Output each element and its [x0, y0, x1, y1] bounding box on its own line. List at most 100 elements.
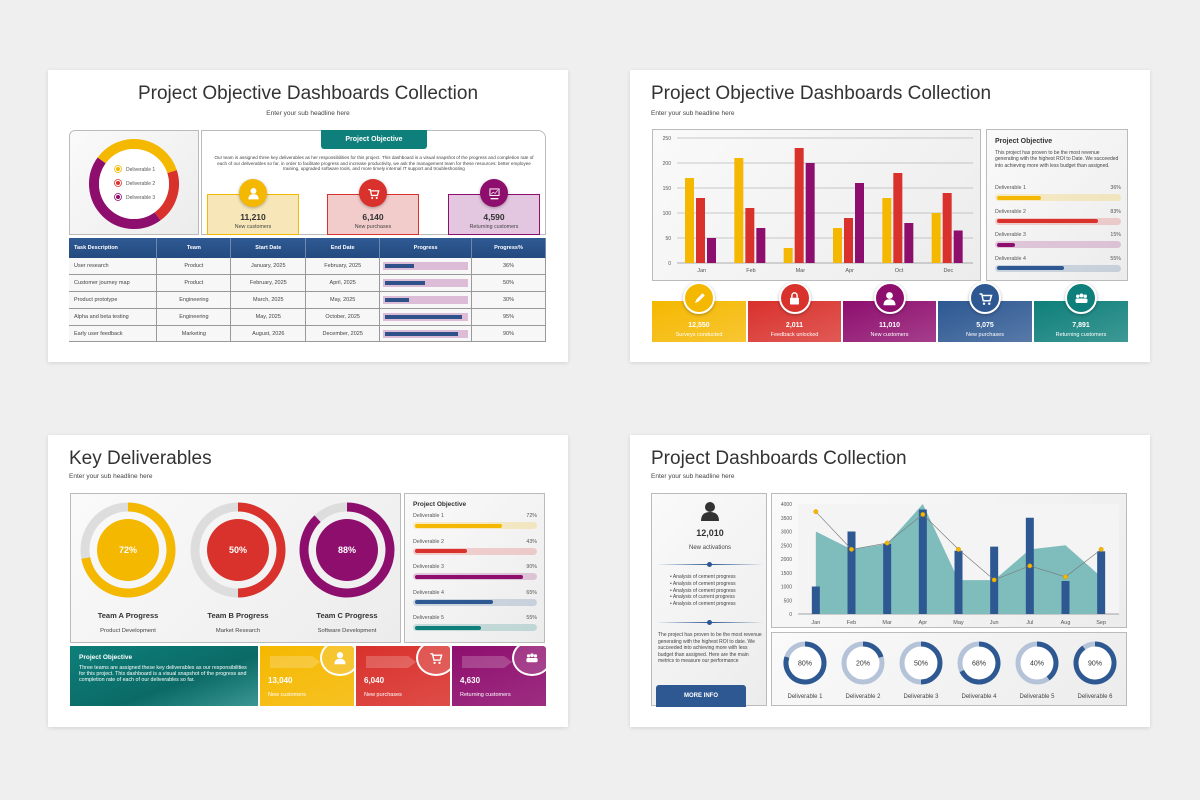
- bar: [1061, 581, 1070, 614]
- y-tick-label: 100: [663, 211, 672, 217]
- stat-value: 4,590: [483, 212, 505, 222]
- donut-panel: Deliverable 1 Deliverable 2 Deliverable 3: [69, 130, 199, 235]
- donut-progress: [1036, 641, 1059, 681]
- slide-title: Key Deliverables: [69, 448, 212, 469]
- x-tick-label: Feb: [746, 268, 755, 274]
- summary-card: Project Objective Three teams are assign…: [70, 646, 258, 706]
- group-icon: [526, 653, 538, 663]
- bullet-item: • Analysis of cement progress: [670, 580, 736, 587]
- x-tick-label: Feb: [847, 620, 856, 626]
- bar: [931, 213, 941, 263]
- deliverable-percent: 15%: [1110, 232, 1121, 238]
- bar: [883, 543, 892, 614]
- bar: [685, 178, 694, 263]
- donut-progress: [862, 641, 884, 659]
- summary-title: Project Objective: [79, 654, 133, 661]
- progress-bar: [383, 312, 469, 321]
- ring-percent: 88%: [338, 545, 356, 555]
- x-tick-label: Jul: [1026, 620, 1033, 626]
- arrow-decoration: [366, 656, 416, 668]
- stat-label: Returning customers: [460, 692, 511, 698]
- bar: [783, 248, 793, 263]
- line-point: [1027, 563, 1033, 569]
- progress-fill: [385, 314, 462, 319]
- cart-icon: [430, 653, 443, 665]
- performance-text: The project has proven to be the most re…: [658, 632, 762, 664]
- deliverable-label: Deliverable 3: [413, 564, 444, 570]
- table-row: Alpha and beta testing Engineering May, 20…: [69, 308, 546, 326]
- cell-progress-percent: 50%: [471, 274, 546, 293]
- deliverable-label: Deliverable 2: [413, 538, 444, 545]
- stat-label: New purchases: [966, 332, 1004, 338]
- monthly-bar-chart: 0 50 100 150 200 250 Jan Feb Mar Apr Oct Dec: [663, 136, 973, 274]
- ring-percent: 72%: [119, 545, 137, 555]
- donut-segment: [154, 170, 179, 221]
- deliverable-percent: 55%: [1110, 255, 1121, 262]
- deliverable-progress-bar: [995, 241, 1121, 248]
- arrow-decoration: [462, 656, 512, 668]
- stat-value: 11,010: [878, 322, 901, 329]
- cell-progress: [379, 291, 473, 309]
- x-tick-label: Jan: [697, 268, 706, 274]
- activations-label: New activations: [688, 545, 732, 551]
- objective-title: Project Objective: [413, 501, 467, 508]
- line-point: [849, 546, 854, 552]
- slide-2: Project Objective Dashboards Collection …: [630, 70, 1150, 362]
- more-info-button[interactable]: MORE INFO: [656, 685, 746, 707]
- line-point: [991, 577, 997, 583]
- table-row: Customer journey map Product February, 202…: [69, 274, 546, 293]
- deliverable-progress-fill: [997, 266, 1065, 270]
- deliverable-progress-bar: [413, 573, 537, 580]
- cell-start: February, 2025: [230, 274, 307, 293]
- line-point: [1063, 574, 1068, 580]
- deliverable-progress-fill: [415, 523, 502, 528]
- cell-start: March, 2025: [230, 291, 307, 309]
- legend-marker: [114, 179, 122, 187]
- slide-subtitle: Enter your sub headline here: [651, 110, 735, 117]
- stat-card: 11,210 New customers: [207, 194, 299, 235]
- stat-icon-badge: [512, 646, 546, 676]
- deliverable-progress-fill: [997, 242, 1016, 247]
- cell-start: May, 2025: [230, 308, 307, 326]
- slide-1: Project Objective Dashboards Collection …: [48, 70, 568, 362]
- deliverable-percent: 65%: [526, 589, 537, 596]
- line-point: [920, 512, 926, 517]
- y-tick-label: 50: [665, 236, 671, 242]
- lock-icon: [790, 291, 799, 304]
- user-icon: [883, 291, 896, 305]
- column-header: Progress%: [471, 238, 546, 258]
- bar: [953, 230, 963, 263]
- x-tick-label: Mar: [882, 620, 892, 626]
- x-tick-label: Mar: [796, 268, 806, 274]
- stat-icon-badge: [416, 646, 450, 676]
- slide-subtitle: Enter your sub headline here: [69, 473, 153, 480]
- deliverable-progress-fill: [415, 625, 482, 630]
- deliverable-label: Deliverable 1: [995, 185, 1026, 191]
- team-progress-panel: 72% Team A Progress Product Development 50%…: [70, 493, 401, 643]
- deliverable-label: Deliverable 3: [995, 232, 1026, 238]
- cell-progress-percent: 90%: [471, 325, 546, 343]
- stat-label: New purchases: [364, 692, 402, 698]
- cell-start: August, 2026: [230, 325, 307, 343]
- y-tick-label: 1000: [781, 585, 792, 591]
- deliverable-progress-bar: [995, 194, 1121, 201]
- cell-team: Product: [156, 258, 232, 276]
- progress-fill: [385, 281, 426, 286]
- cell-progress-percent: 30%: [471, 291, 546, 309]
- stat-label: Feedback unlocked: [770, 332, 819, 338]
- x-tick-label: Apr: [845, 268, 854, 274]
- stat-label: New customers: [870, 332, 909, 338]
- column-header: Start Date: [230, 238, 307, 258]
- stat-value: 11,210: [240, 212, 266, 222]
- donut-progress: [783, 641, 827, 685]
- deliverable-percent: 43%: [526, 538, 537, 545]
- progress-bar: [383, 262, 469, 271]
- donut-percent: 90%: [1088, 661, 1102, 668]
- bullet-item: • Analysis of cement progress: [670, 601, 736, 608]
- donut-center: [99, 149, 169, 219]
- x-tick-label: Jan: [811, 620, 820, 626]
- user-icon: [701, 502, 719, 521]
- legend-marker: [114, 165, 122, 173]
- slide-subtitle: Enter your sub headline here: [266, 110, 350, 117]
- stat-value: 12,550: [688, 322, 710, 329]
